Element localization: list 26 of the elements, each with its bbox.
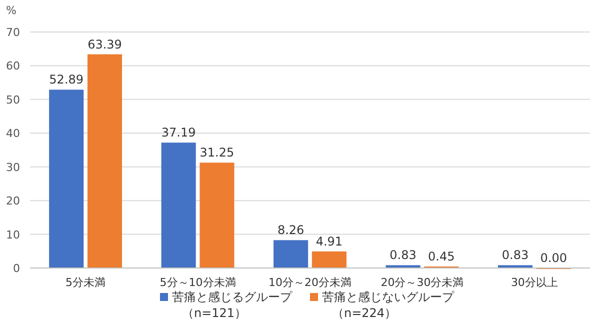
y-tick-label: 10 (6, 228, 20, 242)
y-tick-label: 20 (6, 194, 20, 208)
data-label: 8.26 (277, 223, 304, 238)
data-label: 0.00 (540, 251, 568, 265)
legend-label: 苦痛と感じないグループ（n=224） (322, 290, 455, 320)
data-label: 0.83 (390, 248, 416, 262)
y-tick-label: 50 (6, 93, 20, 106)
data-label: 52.89 (49, 72, 84, 87)
data-label: 63.39 (88, 37, 122, 52)
x-tick-label: 30分以上 (510, 276, 558, 289)
data-label: 0.45 (428, 249, 455, 264)
data-label: 0.83 (502, 248, 529, 262)
y-tick-label: 30 (6, 160, 20, 174)
x-tick-label: 5分未満 (66, 276, 106, 289)
data-label: 31.25 (200, 146, 234, 160)
y-tick-label: 40 (6, 127, 20, 140)
x-tick-label: 20分～30分未満 (380, 276, 464, 289)
y-axis-title: % (6, 4, 16, 17)
data-label: 4.91 (316, 234, 343, 248)
data-label: 37.19 (161, 126, 196, 140)
y-tick-label: 70 (6, 26, 20, 39)
x-tick-label: 10分～20分未満 (268, 276, 352, 289)
x-tick-label: 5分～10分未満 (160, 276, 236, 289)
y-tick-label: 0 (13, 262, 20, 275)
legend-label: 苦痛と感じるグループ（n=121） (172, 290, 293, 320)
y-tick-label: 60 (6, 60, 20, 73)
